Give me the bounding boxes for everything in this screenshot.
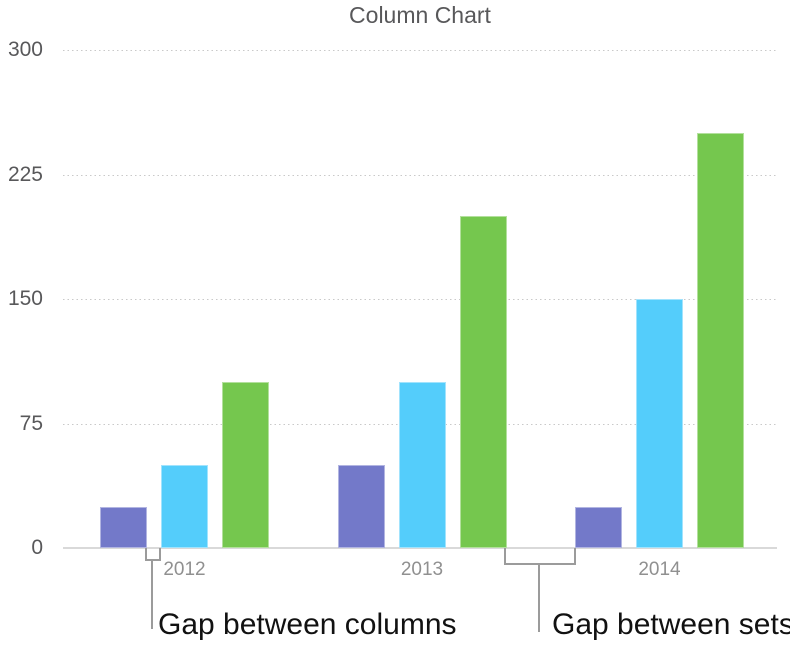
gap-between-sets-label: Gap between sets	[552, 608, 790, 641]
gap-between-columns-leader-line	[151, 559, 153, 629]
plot-area	[63, 50, 777, 549]
gap-between-columns-label: Gap between columns	[158, 608, 457, 641]
gap-between-sets-bracket	[504, 548, 576, 565]
bar-2012-green	[222, 382, 269, 548]
bar-2013-green	[459, 216, 507, 548]
bar-2013-blue	[398, 382, 446, 548]
bar-2014-purple	[575, 506, 622, 548]
gap-between-columns-bracket	[145, 548, 161, 561]
gap-between-sets-leader-line	[538, 563, 540, 632]
y-tick-label-300: 300	[7, 38, 43, 61]
y-tick-label-75: 75	[19, 411, 43, 435]
x-category-label-2014: 2014	[638, 559, 681, 580]
y-tick-label-225: 225	[7, 162, 43, 186]
bar-2012-blue	[161, 465, 208, 548]
y-tick-label-150: 150	[7, 287, 43, 310]
x-axis-baseline	[63, 547, 777, 549]
x-category-label-2013: 2013	[400, 559, 444, 580]
chart-title: Column Chart	[349, 2, 491, 28]
y-tick-label-0: 0	[31, 536, 43, 559]
bar-2014-green	[697, 133, 744, 548]
bar-2012-purple	[100, 506, 147, 548]
x-category-label-2012: 2012	[163, 559, 206, 580]
gridline-225	[63, 174, 777, 176]
gridline-300	[63, 50, 777, 51]
bar-2013-purple	[337, 465, 385, 548]
gridline-150	[63, 299, 777, 300]
bar-2014-blue	[636, 299, 683, 548]
